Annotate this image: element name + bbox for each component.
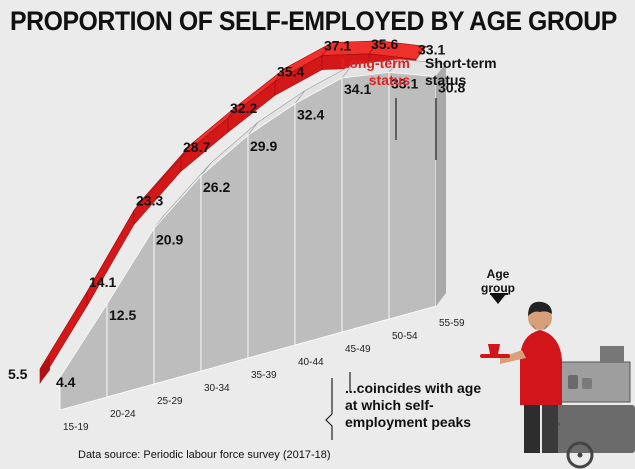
short-term-value-label: 30.8 xyxy=(438,80,465,96)
long-term-value-label: 5.5 xyxy=(8,366,28,382)
vendor-hair xyxy=(528,301,552,316)
short-term-value-label: 33.1 xyxy=(391,75,418,91)
long-term-value-label: 35.6 xyxy=(371,36,398,52)
x-tick-label: 55-59 xyxy=(439,318,465,329)
short-term-face-30-34 xyxy=(200,134,249,372)
long-term-value-label: 14.1 xyxy=(89,274,116,290)
age-group-arrow-icon xyxy=(490,294,506,304)
short-term-value-label: 4.4 xyxy=(56,374,76,390)
vendor-leg-left xyxy=(524,405,540,453)
x-tick-label: 40-44 xyxy=(298,357,324,368)
x-tick-label: 30-34 xyxy=(204,383,230,394)
legend-long-term: Long-term status xyxy=(340,55,410,88)
cart-wheel-hub xyxy=(577,452,583,458)
vendor-arm xyxy=(500,350,526,364)
vendor-leg-right xyxy=(542,405,558,453)
cart-body xyxy=(555,405,635,453)
short-term-face-15-19 xyxy=(59,302,108,411)
long-term-value-label: 23.3 xyxy=(136,192,163,208)
tea-cup-icon xyxy=(488,344,500,354)
chart-title: PROPORTION OF SELF-EMPLOYED BY AGE GROUP xyxy=(10,6,617,36)
long-term-value-label: 33.1 xyxy=(418,41,445,57)
x-tick-label: 45-49 xyxy=(345,344,371,355)
annotation-note: ...coincides with age at which self-empl… xyxy=(345,380,482,430)
cart-wheel-icon xyxy=(566,441,594,469)
x-tick-label: 50-54 xyxy=(392,331,418,342)
long-term-value-label: 32.2 xyxy=(230,100,257,116)
long-term-value-label: 28.7 xyxy=(183,139,210,155)
long-term-value-label: 35.4 xyxy=(277,63,304,79)
cart-box xyxy=(600,346,624,362)
short-term-value-label: 20.9 xyxy=(156,231,183,247)
x-axis-label: Age group xyxy=(481,267,515,295)
vendor-beard xyxy=(532,324,548,331)
bracket-curve xyxy=(325,413,333,440)
data-source: Data source: Periodic labour force surve… xyxy=(78,449,331,461)
tray xyxy=(480,354,510,358)
cart-jar-icon xyxy=(582,378,592,389)
cart-jar-icon xyxy=(568,375,578,389)
x-tick-label: 15-19 xyxy=(63,422,89,433)
short-term-value-label: 29.9 xyxy=(250,138,277,154)
long-term-value-label: 37.1 xyxy=(324,38,351,54)
long-term-cap xyxy=(40,356,50,384)
short-term-value-label: 32.4 xyxy=(297,107,324,123)
x-tick-label: 20-24 xyxy=(110,409,136,420)
short-term-value-label: 12.5 xyxy=(109,307,136,323)
short-term-value-label: 34.1 xyxy=(344,81,371,97)
x-tick-label: 25-29 xyxy=(157,396,183,407)
x-tick-label: 35-39 xyxy=(251,370,277,381)
short-term-end-face xyxy=(436,63,446,306)
legend-short-term: Short-term status xyxy=(425,55,497,88)
short-term-value-label: 26.2 xyxy=(203,179,230,195)
vendor-torso xyxy=(520,330,562,405)
short-term-face-45-49 xyxy=(341,71,390,333)
